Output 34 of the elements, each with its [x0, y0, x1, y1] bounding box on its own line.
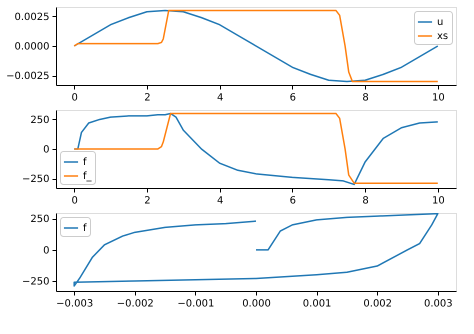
legend-label: xs [437, 31, 448, 42]
x-tick-label: 2 [144, 196, 151, 206]
y-tick-label: −250 [22, 174, 50, 186]
line-series [73, 213, 439, 287]
y-tick-label: 250 [30, 214, 50, 226]
x-tick-label: −0.003 [56, 298, 94, 310]
x-tick-label: −0.002 [116, 298, 154, 310]
text: f [83, 223, 87, 234]
x-tick-label: 4 [216, 196, 224, 206]
x-tick-label: 0.003 [424, 298, 453, 310]
x-tick-label: 8 [362, 196, 369, 206]
x-tick-label: 4 [216, 92, 224, 104]
y-tick-label: 250 [30, 114, 50, 126]
x-tick-label: 0.002 [363, 298, 392, 310]
y-tick-label: 0.0000 [14, 42, 50, 52]
x-tick-label: −0.001 [177, 298, 214, 310]
x-tick-label: 2 [144, 92, 151, 104]
x-tick-label: 0 [71, 196, 78, 206]
y-tick-label: −0.0025 [6, 71, 50, 82]
x-tick-label: 6 [290, 196, 296, 206]
legend-label: u [437, 17, 444, 28]
legend-label: f_ [83, 171, 93, 182]
x-tick-label: 10 [432, 196, 445, 206]
x-tick-label: 0 [71, 92, 78, 104]
y-tick-label: −250 [22, 276, 50, 288]
x-tick-label: 0.001 [302, 298, 332, 310]
x-tick-label: 0.000 [242, 298, 271, 310]
y-tick-label: 0 [43, 245, 50, 256]
x-tick-label: 6 [290, 92, 296, 104]
x-tick-label: 10 [432, 92, 445, 104]
x-tick-label: 8 [362, 92, 369, 104]
legend-label: f [83, 157, 87, 168]
y-tick-label: 0.0025 [14, 12, 50, 23]
y-tick-label: 0 [43, 144, 50, 156]
